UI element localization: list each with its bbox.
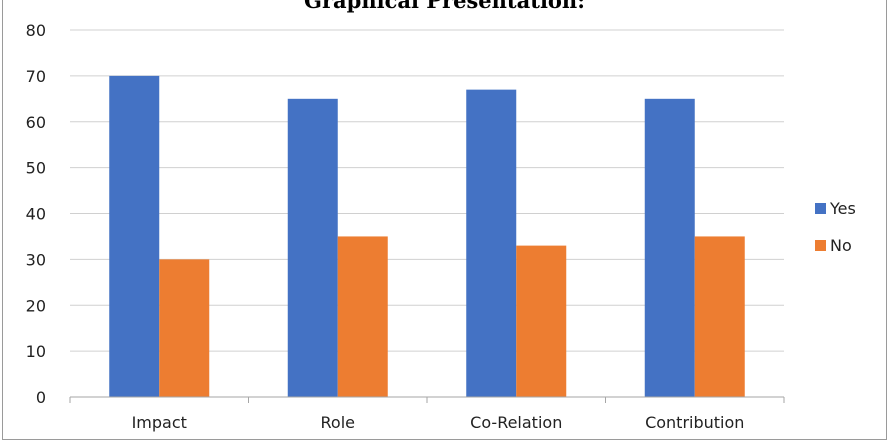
x-tick-label: Contribution xyxy=(645,413,744,432)
y-tick-label: 50 xyxy=(26,159,46,178)
bar-no xyxy=(516,245,567,397)
bar-yes xyxy=(287,98,338,397)
legend-swatch-yes xyxy=(815,203,826,214)
legend-label-yes: Yes xyxy=(829,199,856,218)
chart-title: Graphical Presentation: xyxy=(304,0,585,13)
bar-no xyxy=(159,259,210,397)
x-axis: Impact Role Co-Relation Contribution xyxy=(69,396,785,432)
y-tick-label: 60 xyxy=(26,113,46,132)
x-tick-label: Role xyxy=(321,413,355,432)
bar-no xyxy=(337,236,388,397)
legend-label-no: No xyxy=(830,236,852,255)
bars xyxy=(109,75,745,397)
y-tick-label: 70 xyxy=(26,67,46,86)
legend: Yes No xyxy=(815,199,856,255)
bar-no xyxy=(694,236,745,397)
y-tick-label: 10 xyxy=(26,342,46,361)
y-tick-label: 40 xyxy=(26,205,46,224)
y-tick-label: 0 xyxy=(36,388,46,407)
y-axis-ticks: 0 10 20 30 40 50 60 70 80 xyxy=(26,21,46,407)
x-tick-label: Impact xyxy=(132,413,187,432)
y-tick-label: 80 xyxy=(26,21,46,40)
bar-yes xyxy=(109,75,160,397)
x-tick-label: Co-Relation xyxy=(470,413,562,432)
bar-yes xyxy=(644,98,695,397)
legend-swatch-no xyxy=(815,240,826,251)
bar-yes xyxy=(466,89,517,397)
y-tick-label: 30 xyxy=(26,250,46,269)
y-tick-label: 20 xyxy=(26,296,46,315)
